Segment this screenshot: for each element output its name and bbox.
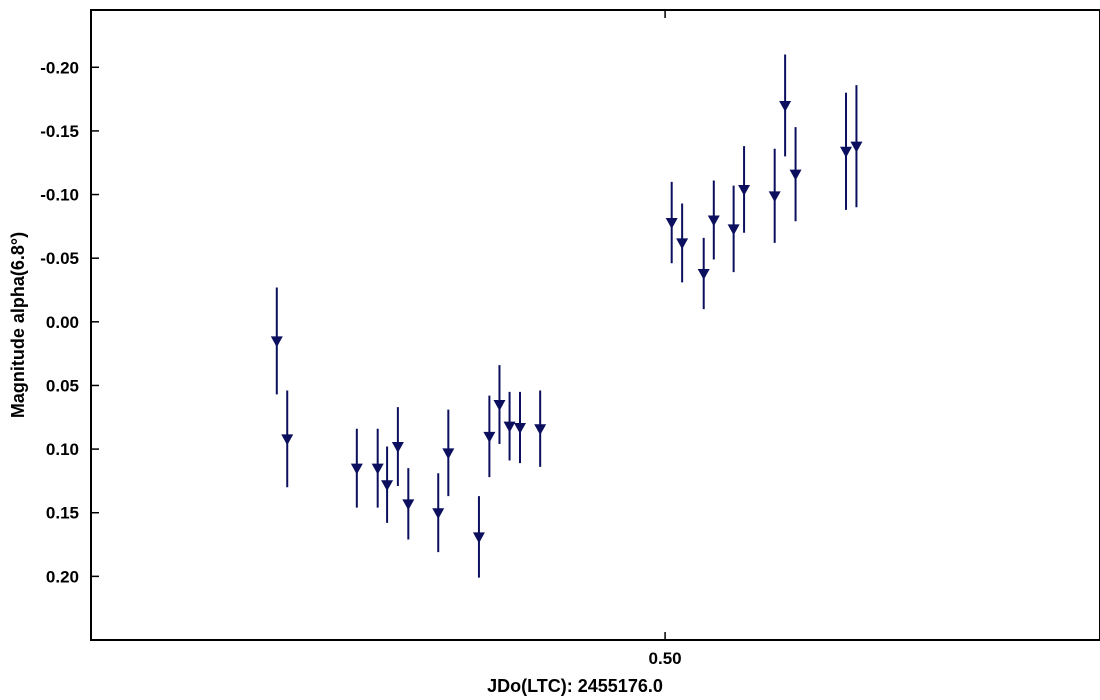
data-point-marker: [665, 218, 678, 229]
data-point-marker: [432, 508, 445, 520]
data-point-marker: [738, 184, 751, 196]
y-tick-label: 0.00: [46, 313, 79, 332]
data-point-marker: [381, 480, 394, 492]
data-point-marker: [840, 146, 853, 158]
x-axis-title: JDo(LTC): 2455176.0: [487, 676, 663, 696]
data-point-marker: [371, 463, 384, 475]
x-axis: 0.50: [649, 10, 682, 668]
data-point-marker: [768, 191, 781, 203]
data-point-marker: [483, 431, 496, 443]
data-point-marker: [850, 141, 863, 153]
y-tick-label: -0.15: [40, 122, 79, 141]
data-point-marker: [350, 463, 363, 475]
data-point-marker: [676, 238, 689, 250]
data-point-marker: [503, 421, 516, 433]
data-point-marker: [442, 448, 455, 460]
data-point-marker: [472, 532, 485, 544]
y-axis-title: Magnitude alpha(6.8°): [8, 232, 28, 418]
data-point-marker: [402, 499, 415, 511]
data-point-marker: [391, 442, 404, 453]
data-point-marker: [270, 336, 283, 348]
y-tick-label: -0.10: [40, 186, 79, 205]
data-points: [270, 54, 863, 578]
data-point-marker: [534, 424, 547, 436]
data-point-marker: [779, 100, 792, 112]
y-tick-label: -0.20: [40, 58, 79, 77]
data-point-marker: [513, 422, 526, 434]
y-tick-label: -0.05: [40, 249, 79, 268]
y-tick-label: 0.20: [46, 567, 79, 586]
x-tick-label: 0.50: [649, 649, 682, 668]
y-tick-label: 0.10: [46, 440, 79, 459]
data-point-marker: [493, 400, 506, 411]
data-point-marker: [727, 224, 740, 236]
y-axis: -0.20 -0.15 -0.10 -0.05 0.00 0.05 0.10 0.15 0.20: [40, 58, 99, 586]
plot-frame: [90, 9, 1100, 641]
data-point-marker: [697, 268, 710, 280]
y-tick-label: 0.05: [46, 376, 79, 395]
data-point-marker: [281, 434, 294, 446]
y-tick-label: 0.15: [46, 504, 79, 523]
data-point-marker: [789, 169, 802, 181]
data-point-marker: [707, 215, 720, 227]
